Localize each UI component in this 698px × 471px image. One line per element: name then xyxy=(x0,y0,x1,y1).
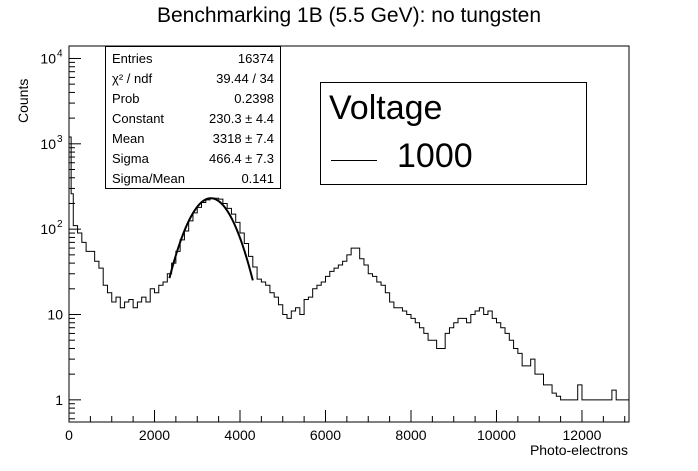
x-tick-label: 10000 xyxy=(477,427,516,443)
stat-row-constant: Constant 230.3 ± 4.4 xyxy=(112,109,274,129)
stat-key: Mean xyxy=(112,131,145,146)
x-tick-label: 4000 xyxy=(224,427,255,443)
y-tick-exponent: 4 xyxy=(57,48,63,59)
histogram-step-line xyxy=(69,136,629,401)
y-tick-label: 10 xyxy=(40,221,56,237)
stat-key: Constant xyxy=(112,111,165,126)
statistics-box: Entries 16374 χ² / ndf 39.44 / 34 Prob 0… xyxy=(105,46,281,189)
chart-title: Benchmarking 1B (5.5 GeV): no tungsten xyxy=(156,4,542,27)
stat-value: 466.4 ± 7.3 xyxy=(209,151,274,166)
y-tick-label: 10 xyxy=(47,306,63,322)
y-tick-label: 10 xyxy=(40,50,56,66)
y-tick-exponent: 2 xyxy=(57,219,63,230)
stat-row-chi2: χ² / ndf 39.44 / 34 xyxy=(112,69,274,89)
stat-row-sigma: Sigma 466.4 ± 7.3 xyxy=(112,149,274,169)
gaussian-fit-group xyxy=(168,197,254,281)
stat-row-sigma-over-mean: Sigma/Mean 0.141 xyxy=(112,169,274,189)
stat-value: 230.3 ± 4.4 xyxy=(209,111,274,126)
stat-key: Prob xyxy=(112,91,140,106)
legend: Voltage 1000 xyxy=(320,82,587,185)
stat-value: 16374 xyxy=(237,51,274,66)
stat-value: 0.141 xyxy=(241,171,274,186)
y-tick-label: 1 xyxy=(55,392,63,408)
legend-line-swatch xyxy=(331,160,377,161)
plot-frame xyxy=(68,45,630,423)
stat-key: χ² / ndf xyxy=(112,71,153,86)
y-tick-exponent: 3 xyxy=(57,134,63,145)
histogram-series xyxy=(69,136,629,401)
stat-key: Entries xyxy=(112,51,153,66)
x-tick-label: 0 xyxy=(65,427,73,443)
y-axis-label: Counts xyxy=(15,78,31,123)
x-tick-label: 6000 xyxy=(310,427,341,443)
stat-value: 39.44 / 34 xyxy=(216,71,274,86)
stat-row-prob: Prob 0.2398 xyxy=(112,89,274,109)
stat-key: Sigma/Mean xyxy=(112,171,185,186)
legend-entry-label: 1000 xyxy=(397,137,473,175)
gaussian-fit-curve xyxy=(168,197,254,281)
y-tick-label: 10 xyxy=(40,136,56,152)
x-tick-label: 2000 xyxy=(139,427,170,443)
stat-value: 0.2398 xyxy=(234,91,274,106)
x-axis-label: Photo-electrons xyxy=(529,442,628,458)
stat-value: 3318 ± 7.4 xyxy=(212,131,274,146)
stat-key: Sigma xyxy=(112,151,149,166)
x-tick-label: 12000 xyxy=(563,427,602,443)
stat-row-entries: Entries 16374 xyxy=(112,49,274,69)
stat-row-mean: Mean 3318 ± 7.4 xyxy=(112,129,274,149)
x-tick-label: 8000 xyxy=(395,427,426,443)
legend-header: Voltage xyxy=(329,89,443,127)
